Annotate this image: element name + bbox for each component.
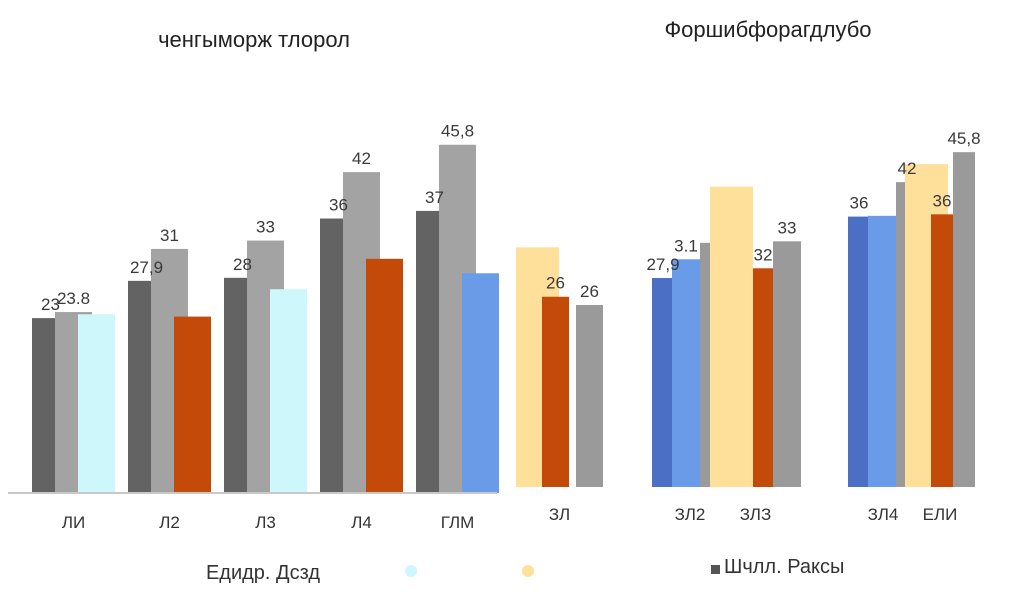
legend-swatch-light-cyan (405, 565, 417, 577)
bar-c1-g0-s2 (576, 304, 603, 487)
data-label-c0-g1-s0: 27,9 (130, 258, 163, 277)
data-label-c0-g1-s1: 31 (160, 226, 179, 245)
tick-label-c1-g2: ЗЛЗ (740, 505, 772, 524)
tick-label-c0-g3: Л4 (351, 513, 372, 532)
data-label-c1-g1-s0: 27,9 (646, 255, 679, 274)
tick-label-c1-g4: ЕЛИ (923, 505, 958, 524)
category-tick-labels: ЛИ Л2 Л3 Л4 ГЛМ ЗЛ ЗЛ2 ЗЛЗ ЗЛ4 ЕЛИ (62, 505, 958, 532)
data-label-c1-g3-s0: 36 (850, 194, 869, 213)
bar-marks (32, 144, 975, 493)
legend-swatch-dark-gray (711, 565, 720, 574)
bar-c0-g2-s2 (270, 289, 307, 493)
tick-label-c1-g1: ЗЛ2 (675, 505, 706, 524)
bar-c1-g4-s1 (931, 214, 953, 488)
bar-c0-g3-s2 (366, 258, 403, 493)
bar-c1-g2-s2 (773, 241, 801, 487)
bar-c1-g3-s1 (868, 215, 896, 488)
legend-label-1: Едидр. Дсзд (206, 562, 320, 584)
bar-c1-g1-s0 (652, 278, 674, 487)
bar-c1-g2-s1 (753, 268, 773, 487)
legend: Едидр. Дсзд Шчлл. Раксы (206, 556, 844, 584)
legend-swatch-light-yellow (522, 565, 534, 577)
right-chart-title: Форшибфорагдлубо (664, 17, 871, 42)
bar-c1-g0-s1 (542, 296, 569, 487)
data-label-c1-g4-s2: 45,8 (947, 129, 980, 148)
data-label-c0-g4-s1: 45,8 (441, 122, 474, 141)
left-chart-title: ченгыморж тлорол (158, 27, 350, 52)
data-label-c0-g0-s1: 23.8 (57, 289, 90, 308)
tick-label-c0-g2: Л3 (255, 513, 276, 532)
data-label-c0-g2-s1: 33 (256, 218, 275, 237)
tick-label-c0-g1: Л2 (159, 513, 180, 532)
data-label-c1-g1-s1: 3.1 (674, 236, 698, 255)
data-label-c0-g2-s0: 28 (233, 255, 252, 274)
data-label-c0-g3-s1: 42 (352, 149, 371, 168)
bar-c1-g3-s0 (848, 216, 870, 487)
data-label-c0-g3-s0: 36 (329, 196, 348, 215)
data-label-c1-g2-s2: 33 (778, 218, 797, 237)
bar-c1-g1-s1 (672, 259, 700, 487)
data-label-c1-g4-s1: 36 (933, 191, 952, 210)
data-label-c0-g4-s0: 37 (425, 188, 444, 207)
bar-c0-g1-s2 (174, 316, 211, 493)
data-label-c0-g0-s0: 23 (41, 295, 60, 314)
bar-c1-g4-s2 (953, 152, 975, 487)
bar-c1-g2-s0 (710, 186, 753, 487)
data-label-c1-g3-s2: 42 (898, 159, 917, 178)
bar-c0-g4-s2 (462, 273, 499, 493)
bar-c0-g0-s2 (78, 314, 115, 493)
data-label-c1-g0-s1: 26 (546, 274, 565, 293)
data-label-c1-g0-s2: 26 (580, 282, 599, 301)
tick-label-c1-g3: ЗЛ4 (868, 505, 899, 524)
tick-label-c1-g0: ЗЛ (549, 505, 570, 524)
tick-label-c0-g4: ГЛМ (441, 513, 475, 532)
legend-label-2: Шчлл. Раксы (724, 556, 844, 578)
data-label-c1-g2-s1: 32 (754, 245, 773, 264)
tick-label-c0-g0: ЛИ (62, 513, 85, 532)
